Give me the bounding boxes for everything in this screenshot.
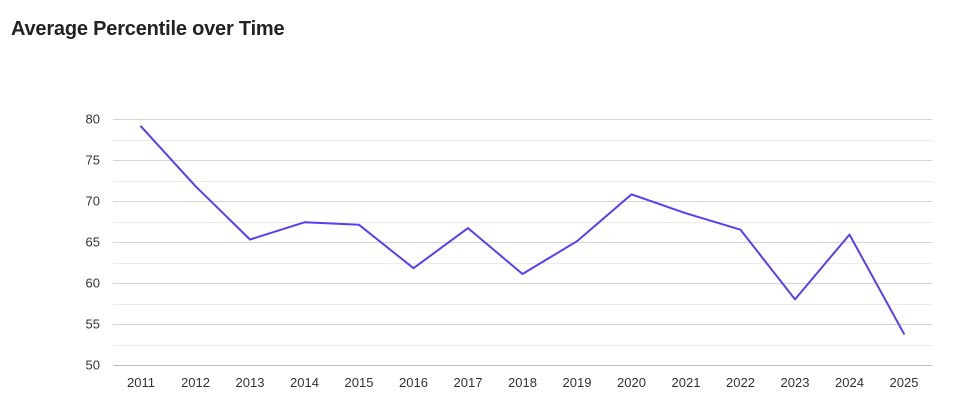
chart-title: Average Percentile over Time	[11, 18, 285, 40]
x-tick-label: 2022	[726, 375, 755, 390]
y-tick-label: 55	[86, 317, 100, 332]
y-tick-label: 80	[86, 112, 100, 127]
y-tick-label: 75	[86, 153, 100, 168]
x-tick-label: 2014	[290, 375, 319, 390]
x-tick-label: 2017	[454, 375, 483, 390]
x-tick-label: 2019	[563, 375, 592, 390]
x-tick-label: 2023	[781, 375, 810, 390]
x-tick-label: 2021	[672, 375, 701, 390]
y-tick-label: 60	[86, 276, 100, 291]
y-tick-label: 65	[86, 235, 100, 250]
x-tick-label: 2015	[345, 375, 374, 390]
x-tick-label: 2020	[617, 375, 646, 390]
y-tick-label: 50	[86, 358, 100, 373]
x-tick-label: 2012	[181, 375, 210, 390]
x-tick-label: 2025	[890, 375, 919, 390]
series-line	[140, 125, 905, 335]
x-tick-label: 2024	[835, 375, 864, 390]
x-tick-label: 2016	[399, 375, 428, 390]
x-tick-label: 2013	[236, 375, 265, 390]
x-axis-ticks: 2011 2012 2013 2014 2015 2016 2017 2018 2019 2020…	[127, 375, 918, 390]
x-tick-label: 2011	[127, 375, 155, 390]
x-tick-label: 2018	[508, 375, 537, 390]
series-lines	[140, 125, 905, 335]
y-tick-label: 70	[86, 194, 100, 209]
y-axis-ticks: 50 55 60 65 70 75 80	[86, 112, 100, 373]
grid-lines	[113, 119, 932, 366]
